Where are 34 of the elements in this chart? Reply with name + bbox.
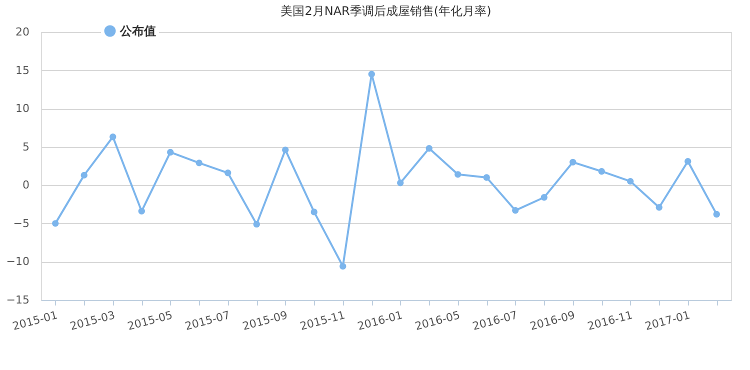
y-tick-label: −15	[6, 294, 30, 306]
point	[310, 208, 318, 216]
y-tick-label: 15	[16, 64, 30, 77]
point	[196, 160, 202, 166]
point	[540, 194, 548, 201]
y-tick-label: 5	[22, 140, 30, 154]
y-tick-label: 20	[16, 26, 30, 38]
point	[253, 220, 260, 228]
point	[454, 171, 462, 178]
point	[598, 168, 605, 175]
point	[282, 146, 289, 154]
point	[110, 134, 116, 140]
point	[426, 145, 432, 152]
point	[627, 178, 634, 185]
point	[138, 208, 145, 215]
y-tick-label: −5	[13, 216, 30, 230]
point	[80, 172, 88, 179]
point	[167, 148, 174, 156]
point	[397, 180, 404, 186]
point	[656, 204, 662, 211]
point	[224, 170, 232, 176]
point	[512, 207, 519, 214]
legend-label: 公布值	[119, 24, 156, 38]
y-tick-label: 0	[22, 178, 30, 192]
chart-title: 美国2月NAR季调后成屋销售(年化月率)	[280, 4, 492, 18]
point	[570, 158, 576, 166]
point	[340, 262, 346, 270]
point	[684, 158, 692, 165]
point	[713, 210, 720, 218]
y-tick-label: −10	[6, 255, 30, 268]
point	[368, 70, 375, 78]
point	[52, 220, 59, 227]
point	[483, 174, 490, 181]
y-tick-label: 10	[16, 102, 30, 116]
